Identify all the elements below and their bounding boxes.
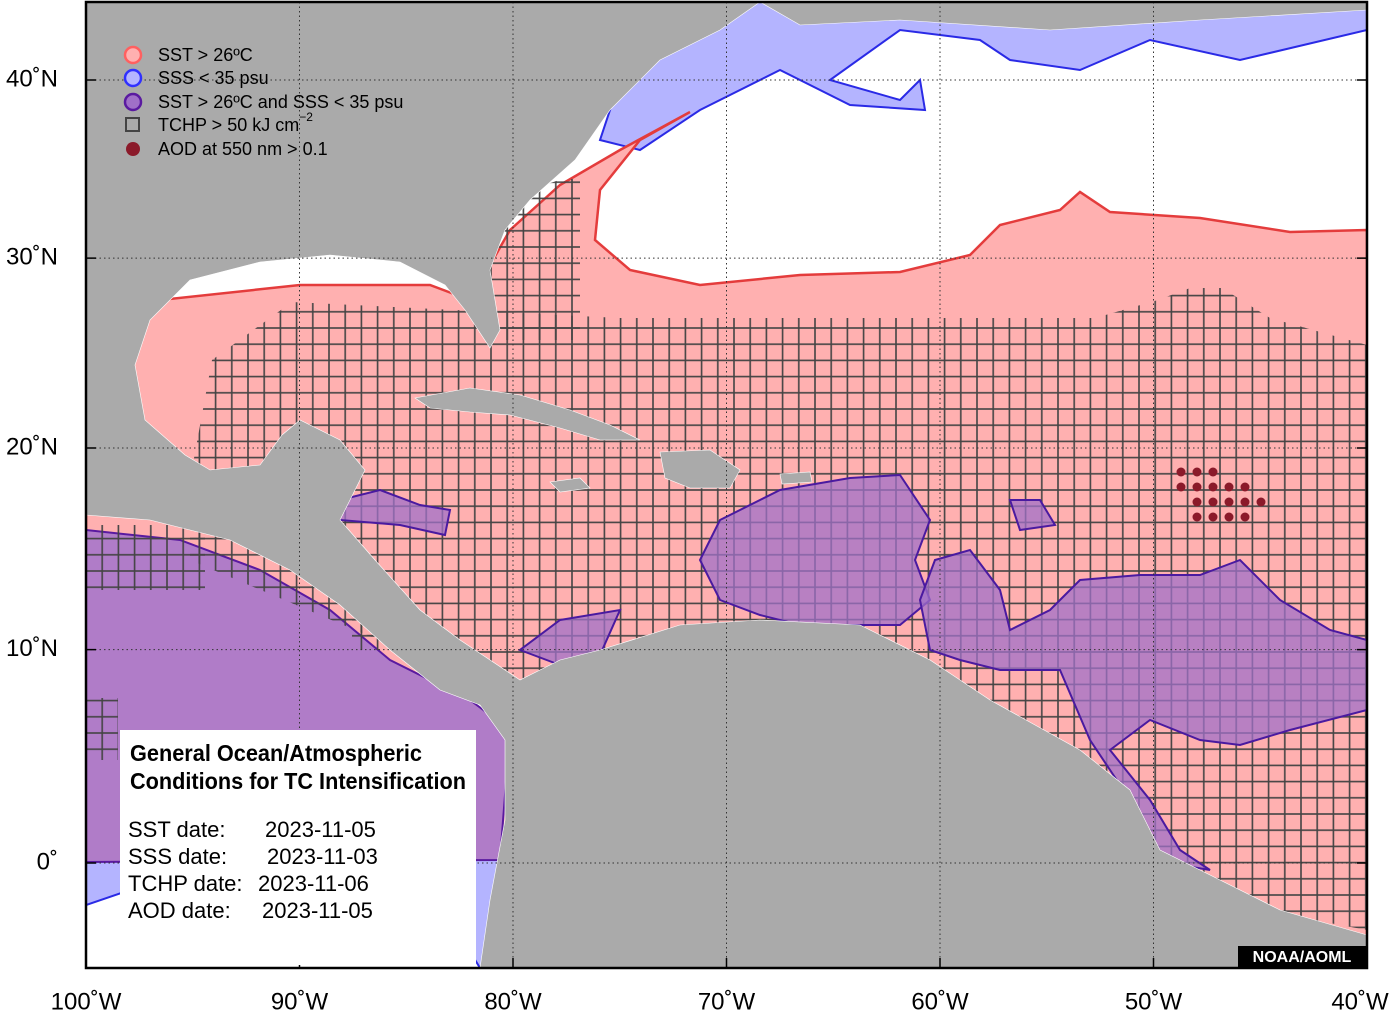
legend-symbol [125, 117, 140, 132]
legend-symbol [123, 45, 143, 65]
y-tick-label: 30˚N [6, 243, 58, 270]
y-tick-label: 40˚N [6, 65, 58, 92]
legend-label: SST > 26ºC and SSS < 35 psu [158, 92, 403, 112]
legend-label: AOD at 550 nm > 0.1 [158, 139, 328, 159]
tchp-grid [86, 525, 390, 760]
date-value: 2023-11-05 [265, 817, 376, 842]
x-tick-label: 40˚W [1331, 988, 1389, 1015]
legend-symbol [126, 142, 140, 156]
graticule [86, 2, 1367, 968]
date-label: TCHP date: [128, 871, 243, 896]
legend: SST > 26ºC SSS < 35 psu SST > 26ºC and S… [123, 45, 403, 159]
legend-label-superscript: −2 [299, 110, 313, 124]
credit-background [1238, 946, 1366, 968]
info-box: General Ocean/Atmospheric Conditions for… [120, 730, 476, 965]
legend-label: SSS < 35 psu [158, 68, 269, 88]
legend-symbol [123, 92, 143, 112]
date-label: SSS date: [128, 844, 227, 869]
x-tick-label: 70˚W [698, 988, 756, 1015]
y-tick-label: 0˚ [37, 848, 58, 875]
warm-fresh-atlantic [339, 473, 1367, 871]
legend-symbol [123, 68, 143, 88]
x-tick-label: 80˚W [484, 988, 542, 1015]
x-tick-label: 50˚W [1125, 988, 1183, 1015]
legend-label: TCHP > 50 kJ cm−2 [158, 110, 313, 135]
date-label: SST date: [128, 817, 225, 842]
info-box-background [120, 730, 476, 965]
y-tick-label: 20˚N [6, 433, 58, 460]
x-tick-label: 100˚W [51, 988, 122, 1015]
date-value: 2023-11-06 [258, 871, 369, 896]
legend-label: SST > 26ºC [158, 45, 253, 65]
legend-label-text: TCHP > 50 kJ cm [158, 115, 299, 135]
date-value: 2023-11-05 [262, 898, 373, 923]
info-title: Conditions for TC Intensification [130, 768, 466, 794]
date-label: AOD date: [128, 898, 231, 923]
x-tick-label: 90˚W [271, 988, 329, 1015]
land [86, 2, 1367, 968]
credit: NOAA/AOML [1253, 949, 1352, 966]
date-value: 2023-11-03 [267, 844, 378, 869]
low-salinity-north [598, 2, 1367, 152]
aod-markers [1176, 467, 1266, 522]
y-tick-label: 10˚N [6, 635, 58, 662]
x-tick-label: 60˚W [911, 988, 969, 1015]
info-title: General Ocean/Atmospheric [130, 740, 422, 766]
axis-ticks: 100˚W 90˚W 80˚W 70˚W 60˚W 50˚W 40˚W 40˚N 30˚N 20˚… [6, 65, 1389, 1015]
